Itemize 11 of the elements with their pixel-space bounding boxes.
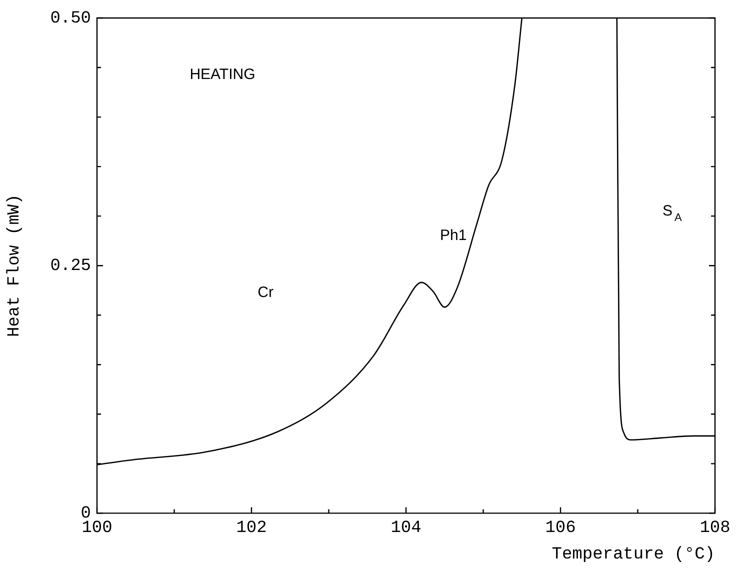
x-axis-title: Temperature (°C) [552,545,715,564]
x-tick-label: 108 [700,518,730,538]
x-tick-label: 106 [545,518,576,538]
annotation: HEATING [190,66,256,84]
y-axis-title: Heat Flow (mW) [6,194,25,338]
x-tick-label: 102 [236,518,267,538]
annotation: Cr [258,284,274,301]
x-tick-label: 104 [390,518,422,538]
y-tick-label: 0.50 [50,10,91,28]
annotation: Ph1 [440,227,467,244]
y-tick-label: 0.25 [50,257,91,276]
